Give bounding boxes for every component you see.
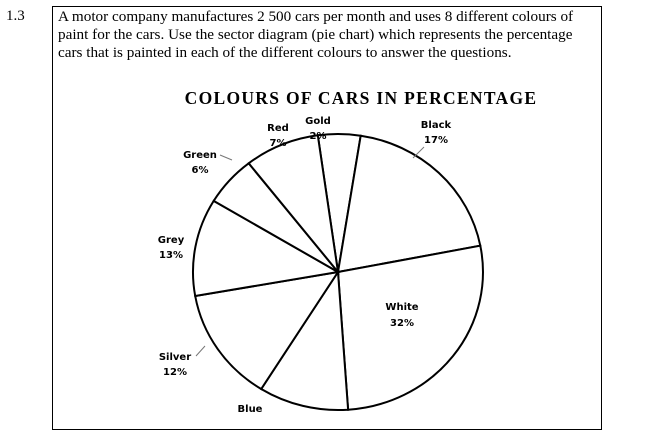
chart-title: COLOURS OF CARS IN PERCENTAGE	[185, 88, 538, 108]
slice-label-blue: Blue	[238, 404, 263, 415]
pie-slice-blue	[259, 268, 350, 412]
question-text-line: paint for the cars. Use the sector diagr…	[58, 26, 573, 43]
pie-slice-red	[247, 134, 340, 276]
slice-label-white: White	[385, 302, 418, 313]
slice-value-gold: 2%	[310, 131, 327, 142]
pie-slice-black	[336, 134, 482, 274]
slice-value-green: 6%	[192, 165, 209, 176]
pie-slice-silver	[194, 270, 341, 391]
slice-label-grey: Grey	[158, 235, 185, 246]
slice-value-black: 17%	[424, 135, 448, 146]
question-frame: A motor company manufactures 2 500 cars …	[52, 6, 602, 430]
question-text-line: cars that is painted in each of the diff…	[58, 44, 512, 61]
slice-label-silver: Silver	[159, 352, 191, 363]
slice-label-gold: Gold	[305, 116, 331, 127]
slice-label-red: Red	[267, 123, 289, 134]
pie-labels: Gold 2% Black 17% White 32% Blue Silver 12% Grey 1…	[158, 116, 452, 415]
slice-label-green: Green	[183, 150, 217, 161]
pie-slice-grey	[192, 199, 341, 298]
slice-label-black: Black	[421, 120, 452, 131]
question-text: A motor company manufactures 2 500 cars …	[58, 8, 598, 62]
question-number: 1.3	[6, 8, 25, 24]
slice-value-grey: 13%	[159, 250, 183, 261]
slice-value-red: 7%	[270, 138, 287, 149]
leader-line-black	[412, 146, 425, 159]
question-text-line: A motor company manufactures 2 500 cars …	[58, 8, 574, 25]
pie-slices	[192, 133, 484, 412]
leader-line-silver	[195, 345, 206, 357]
slice-value-silver: 12%	[163, 367, 187, 378]
leader-line-green	[219, 154, 233, 161]
slice-value-white: 32%	[390, 318, 414, 329]
pie-slice-white	[336, 244, 484, 411]
